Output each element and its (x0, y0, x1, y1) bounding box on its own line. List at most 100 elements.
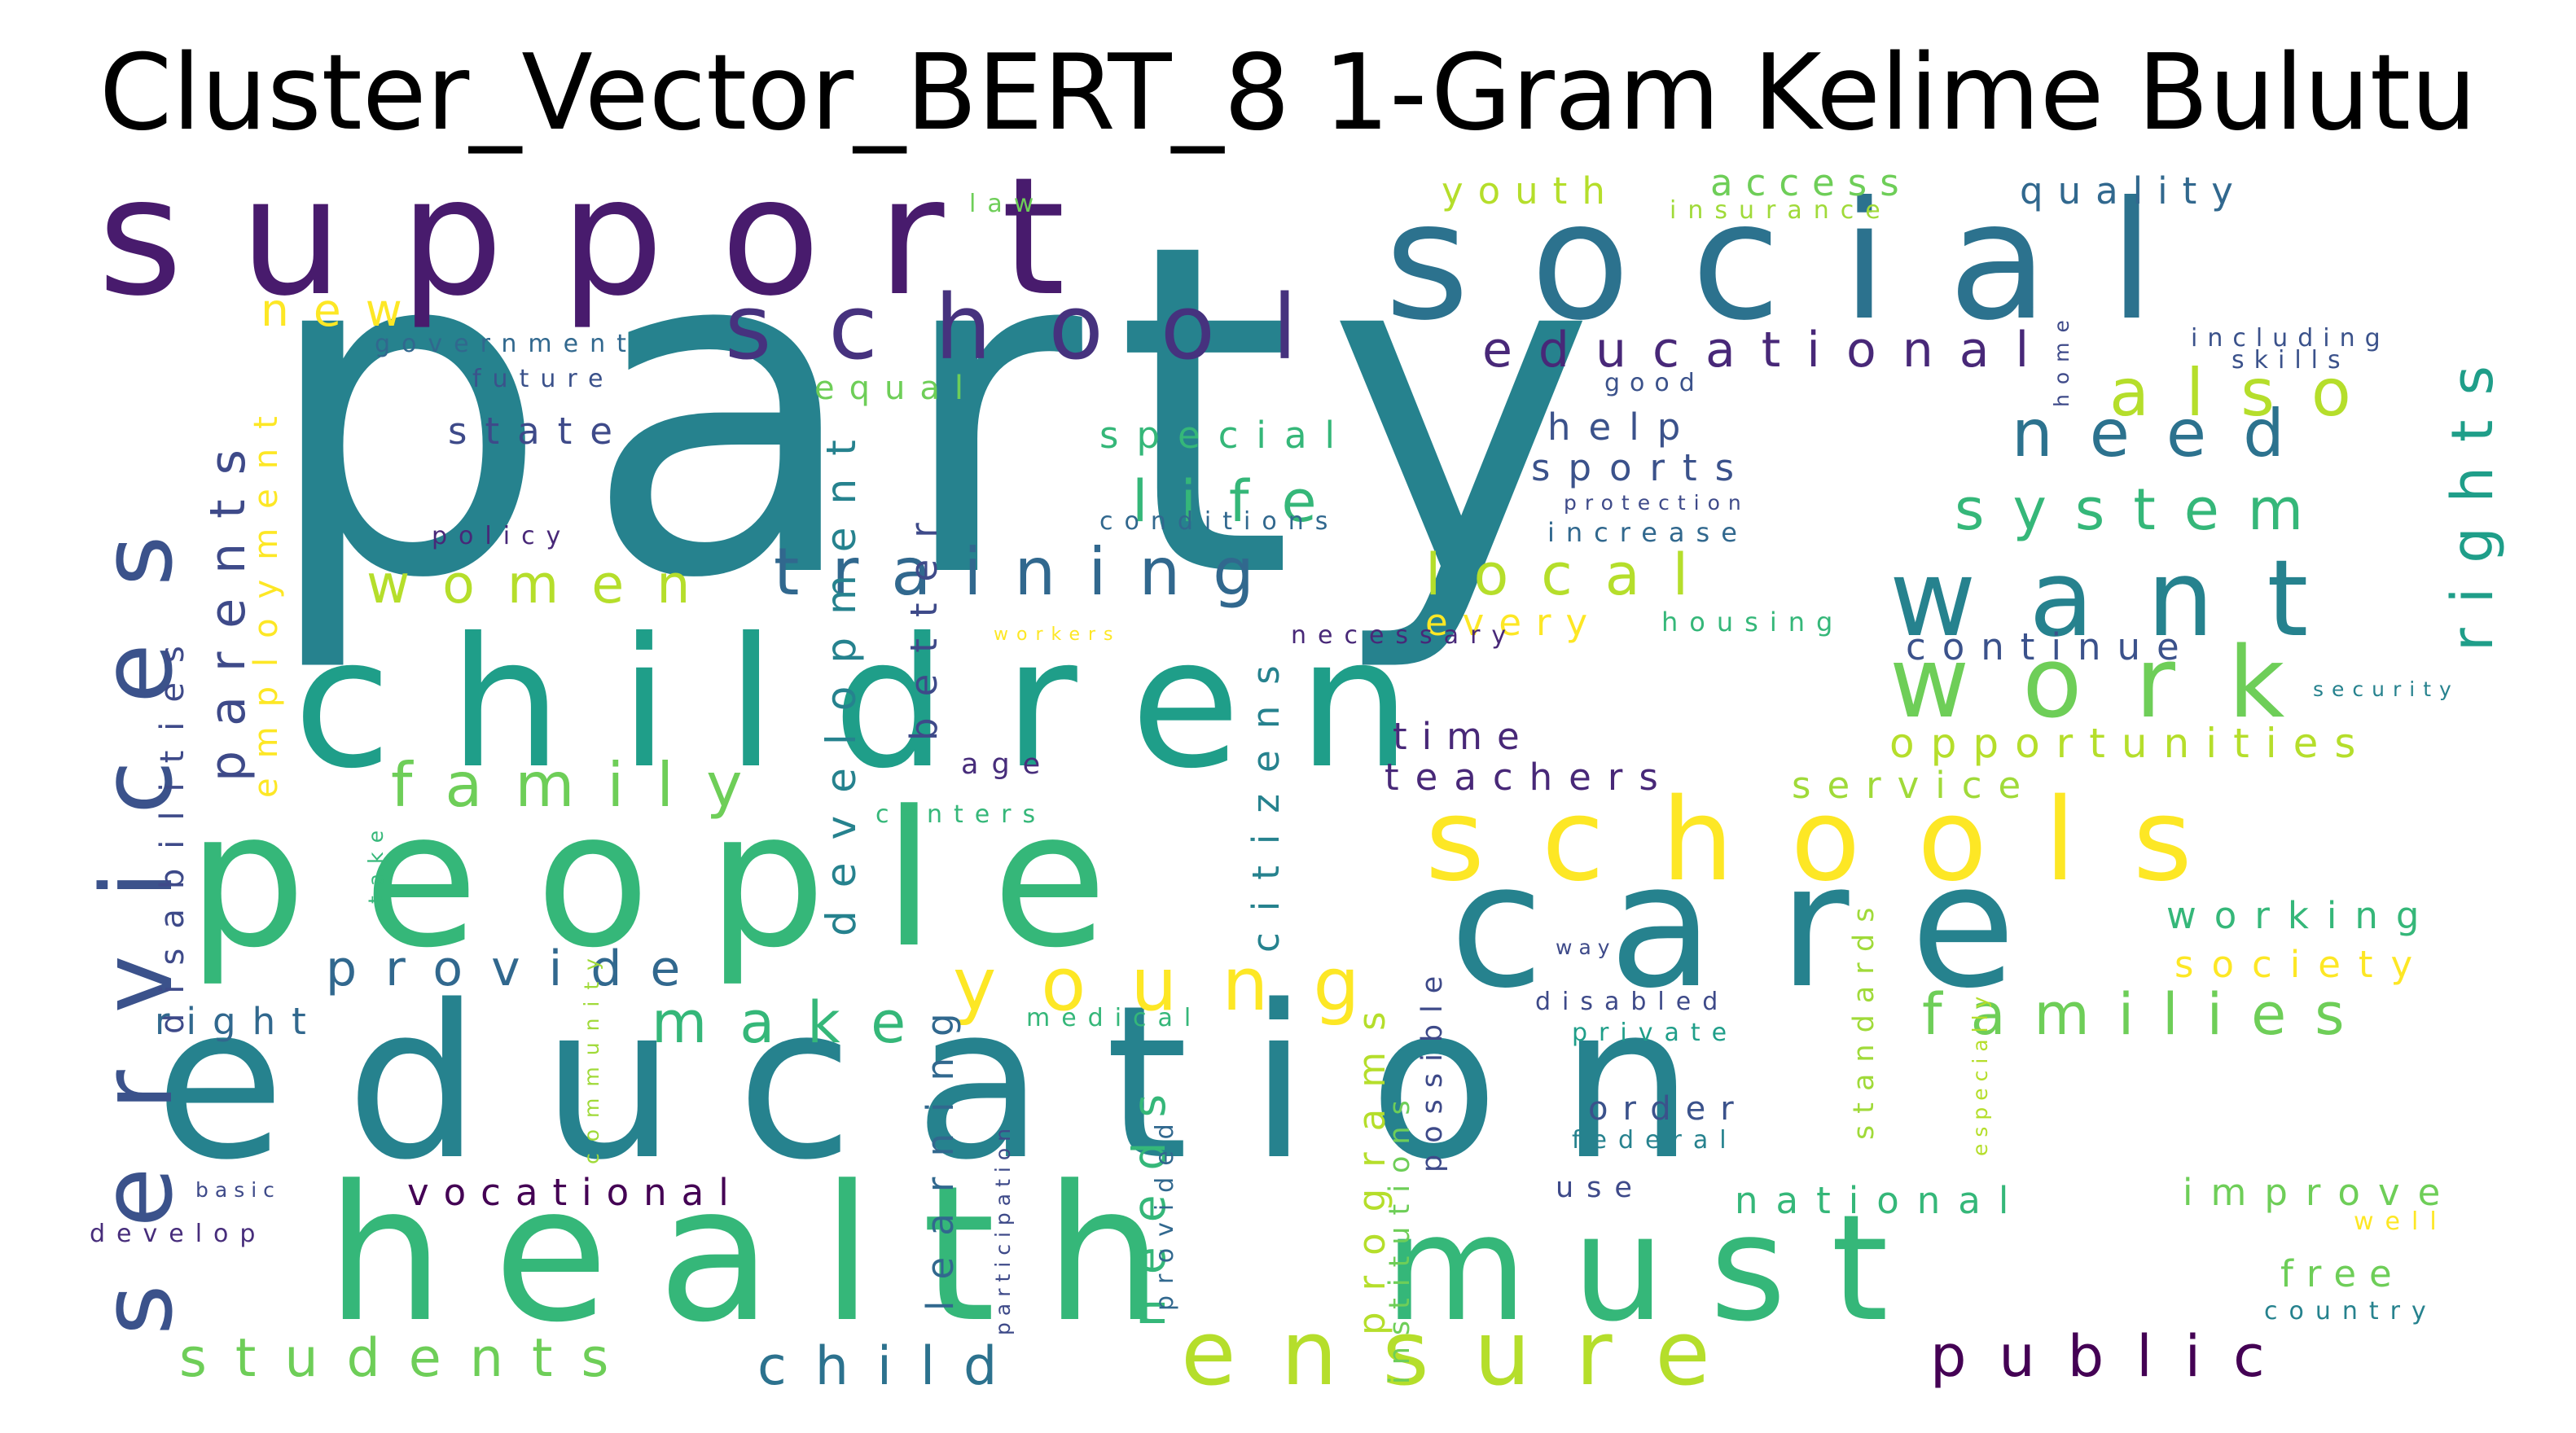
word-teachers: teachers (1385, 756, 1674, 799)
word-people: people (187, 772, 1165, 989)
word-students: students (179, 1328, 637, 1389)
word-services: services (81, 479, 195, 1335)
word-educational: educational (1482, 322, 2055, 379)
word-every: every (1425, 601, 1602, 644)
word-must: must (1385, 1184, 1933, 1354)
word-law: law (969, 190, 1045, 218)
word-future: future (472, 365, 614, 393)
word-home: home (2050, 310, 2074, 407)
word-federal: federal (1572, 1126, 1738, 1155)
word-time: time (1393, 715, 1534, 758)
word-families: families (1922, 981, 2373, 1048)
word-training: training (774, 534, 1287, 610)
word-support: support (98, 142, 1122, 332)
word-right: right (155, 1000, 323, 1043)
word-insurance: insurance (1670, 196, 1892, 225)
word-society: society (2174, 943, 2430, 986)
word-country: country (2264, 1297, 2438, 1326)
word-young: young (953, 942, 1405, 1028)
word-take: take (364, 821, 388, 904)
word-policy: policy (432, 522, 572, 550)
word-new: new (261, 284, 427, 336)
word-necessary: necessary (1291, 621, 1517, 650)
word-make: make (652, 989, 938, 1056)
word-increase: increase (1547, 517, 1749, 548)
word-use: use (1556, 1172, 1645, 1204)
word-schools: schools (1425, 774, 2249, 907)
word-employment: employment (248, 397, 285, 798)
word-education: education (155, 961, 1755, 1207)
word-help: help (1547, 405, 1698, 449)
word-standards: standards (1848, 896, 1880, 1140)
word-equal: equal (814, 370, 978, 407)
word-work: work (1889, 627, 2337, 740)
word-party: party (261, 147, 1629, 678)
word-housing: housing (1661, 607, 1844, 638)
word-centers: centers (875, 800, 1047, 829)
word-way: way (1556, 936, 1617, 959)
word-workers: workers (994, 624, 1121, 645)
figure-title: Cluster_Vector_BERT_8 1-Gram Kelime Bulu… (99, 33, 2477, 154)
word-develop: develop (90, 1220, 266, 1248)
word-government: government (375, 330, 638, 358)
word-local: local (1425, 541, 1721, 608)
word-institutions: institutions (1384, 1089, 1416, 1384)
word-participation: participation (991, 1122, 1015, 1335)
word-family: family (391, 749, 775, 821)
word-especially: especially (1968, 990, 1992, 1156)
word-age: age (961, 748, 1053, 781)
word-development: development (818, 417, 865, 936)
word-child: child (757, 1336, 1025, 1397)
word-protection: protection (1564, 491, 1749, 515)
word-private: private (1572, 1019, 1738, 1047)
word-disabled: disabled (1535, 988, 1729, 1016)
word-national: national (1735, 1179, 2026, 1222)
word-rights: rights (2439, 341, 2506, 651)
word-community: community (580, 947, 603, 1164)
word-vocational: vocational (407, 1171, 744, 1214)
word-continue: continue (1906, 625, 2196, 668)
word-system: system (1955, 476, 2332, 543)
word-state: state (448, 410, 630, 453)
word-also: also (2109, 355, 2388, 431)
word-needs: needs (1123, 1070, 1175, 1327)
word-good: good (1604, 369, 1705, 397)
word-medical: medical (1026, 1004, 1202, 1032)
word-programs: programs (1350, 990, 1393, 1335)
word-care: care (1450, 826, 2081, 1026)
word-provide: provide (326, 940, 709, 997)
word-parents: parents (200, 425, 257, 782)
word-including: including (2191, 324, 2390, 353)
word-better: better (902, 502, 946, 741)
word-security: security (2313, 677, 2460, 701)
word-improve: improve (2183, 1171, 2458, 1214)
word-citizens: citizens (1244, 644, 1288, 953)
word-service: service (1792, 764, 2037, 807)
word-special: special (1099, 414, 1353, 457)
word-opportunities: opportunities (1889, 720, 2372, 767)
word-sports: sports (1531, 446, 1752, 489)
word-quality: quality (2020, 169, 2248, 213)
word-public: public (1930, 1323, 2297, 1390)
word-life: life (1132, 468, 1349, 535)
word-children: children (293, 599, 1468, 808)
word-learning: learning (919, 992, 962, 1311)
word-want: want (1889, 537, 2361, 660)
word-health: health (326, 1146, 1212, 1364)
word-basic: basic (195, 1178, 281, 1202)
word-skills: skills (2232, 346, 2350, 375)
word-free: free (2280, 1252, 2405, 1295)
word-youth: youth (1442, 169, 1620, 213)
word-order: order (1588, 1090, 1749, 1128)
word-women: women (366, 554, 722, 616)
word-possible: possible (1416, 965, 1449, 1172)
word-social: social (1385, 167, 2215, 357)
word-need: need (2012, 396, 2321, 471)
word-well: well (2354, 1207, 2448, 1236)
word-conditions: conditions (1099, 507, 1339, 536)
word-school: school (725, 275, 1354, 379)
word-working: working (2166, 894, 2437, 937)
word-ensure: ensure (1181, 1301, 1755, 1405)
